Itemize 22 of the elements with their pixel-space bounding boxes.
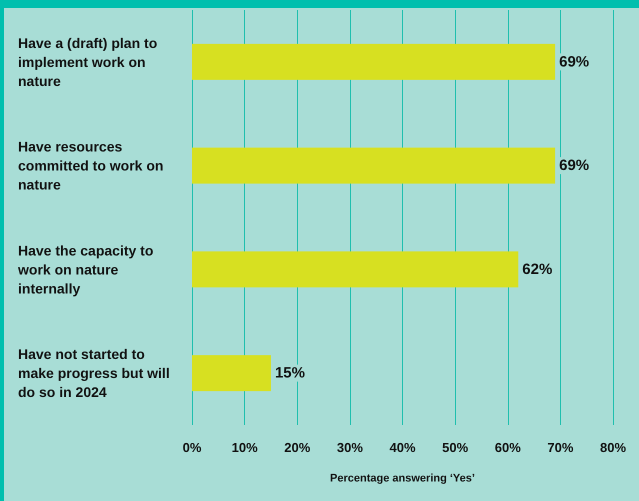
data-label: 62% — [522, 260, 552, 278]
x-tick-label: 20% — [284, 440, 311, 455]
bar — [192, 355, 271, 392]
x-tick-label: 30% — [336, 440, 364, 455]
x-tick-label: 10% — [232, 440, 258, 455]
bar — [192, 148, 556, 184]
data-label: 69% — [559, 157, 590, 174]
data-label: 69% — [559, 53, 590, 70]
data-label: 15% — [274, 364, 305, 382]
y-tick-label: Have not started to make progress but will do so in 2024 — [18, 346, 174, 400]
x-tick-label: 80% — [600, 440, 626, 455]
y-tick-label: Have a (draft) plan to implement work on nature — [18, 34, 162, 89]
x-tick-label: 50% — [442, 440, 469, 455]
x-axis-title: Percentage answering ‘Yes’ — [330, 472, 475, 484]
x-tick-label: 0% — [182, 440, 202, 455]
bar — [192, 44, 556, 80]
x-tick-label: 60% — [494, 440, 522, 455]
y-tick-label: Have the capacity to work on nature internally — [17, 242, 158, 296]
x-tick-label: 40% — [389, 440, 416, 455]
y-tick-label: Have resources committed to work on nature — [18, 138, 168, 193]
x-tick-label: 70% — [547, 440, 574, 455]
bar — [192, 251, 518, 288]
